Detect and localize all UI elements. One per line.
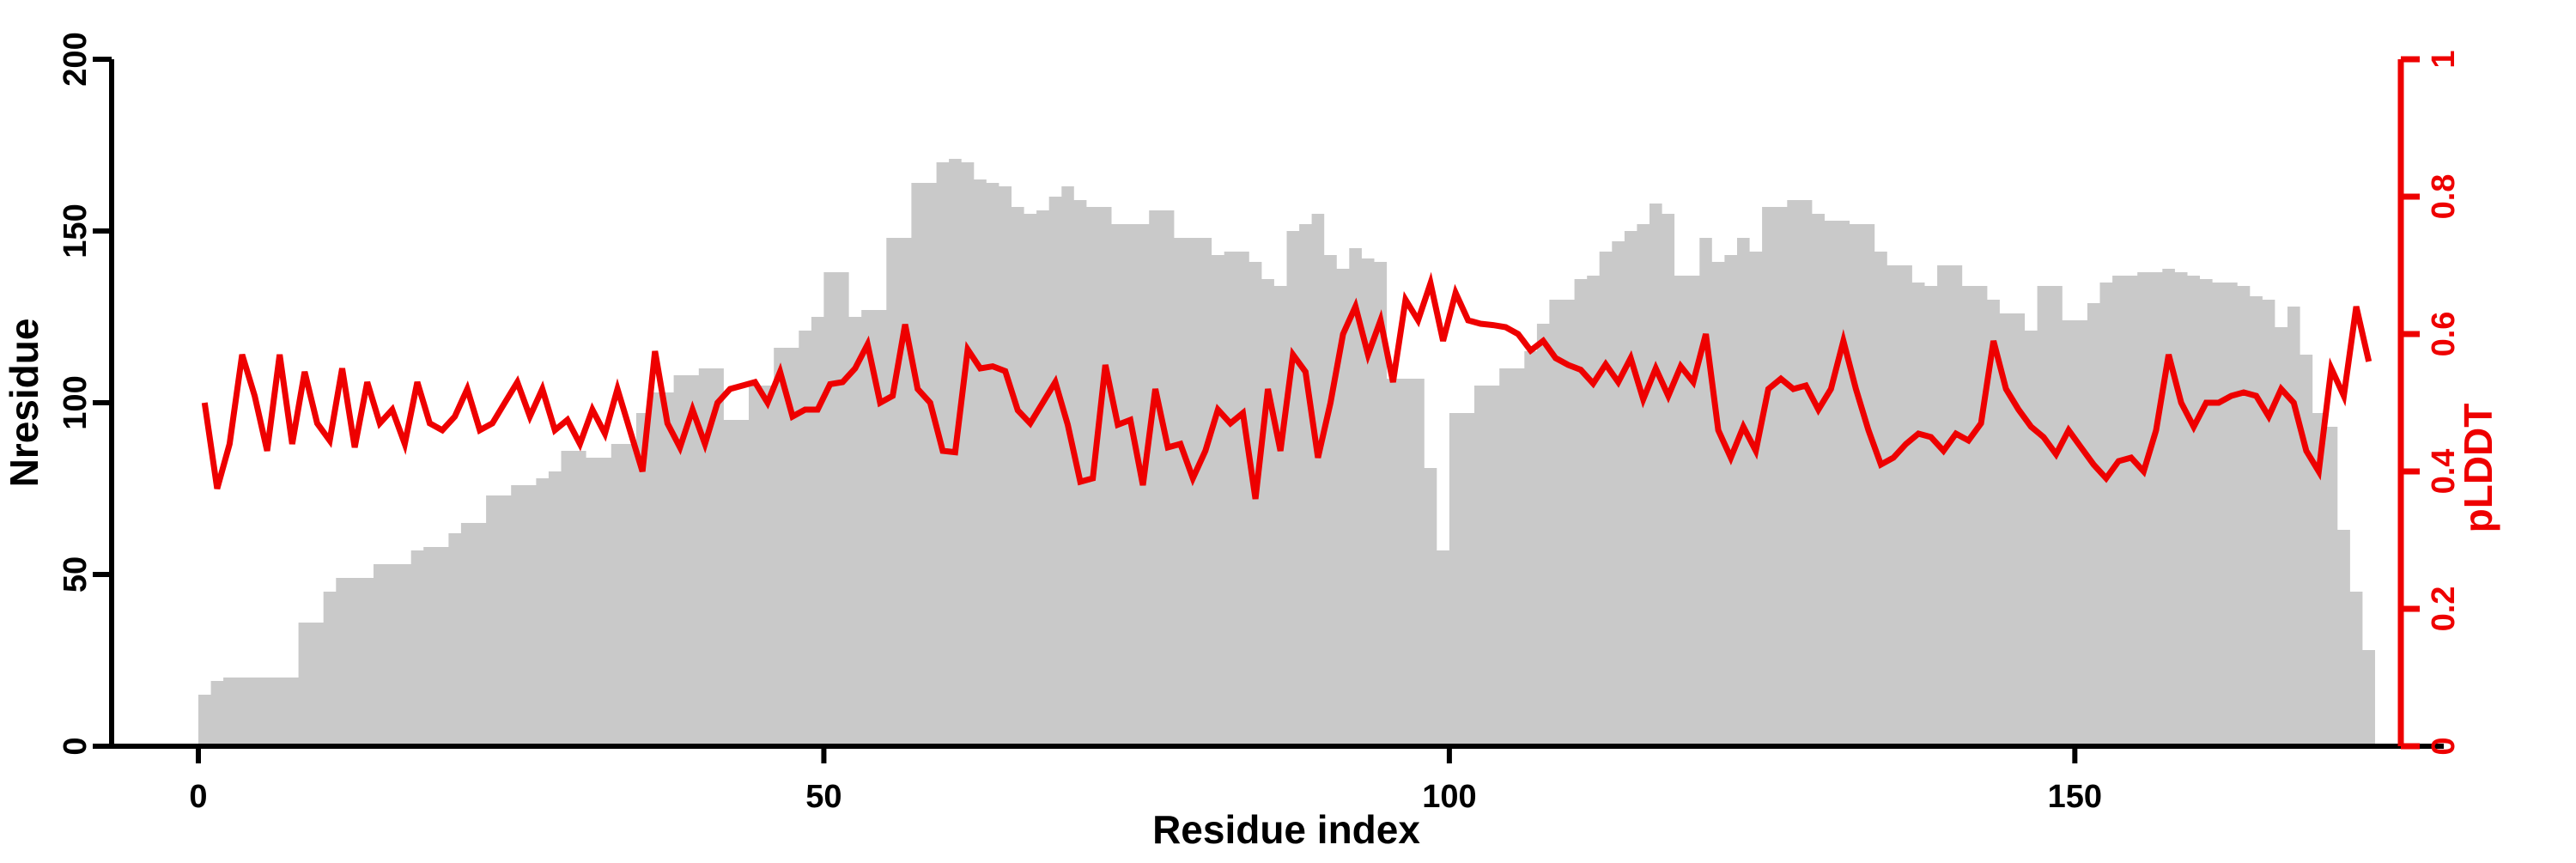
x-tick-label: 150 [2048, 779, 2102, 815]
y-left-tick-label: 200 [58, 32, 94, 86]
y-right-tick-label: 0.8 [2426, 174, 2462, 220]
y-right-tick-label: 0 [2426, 737, 2462, 755]
y-right-tick-label: 0.4 [2426, 449, 2462, 495]
y-left-tick-label: 100 [58, 375, 94, 429]
y-axis-title-right: pLDDT [2456, 404, 2500, 533]
y-left-tick-label: 150 [58, 204, 94, 258]
plddt-line [201, 271, 2372, 500]
y-right-tick-label: 0.6 [2426, 312, 2462, 357]
y-axis-title-left: Nresidue [2, 319, 46, 488]
x-tick-label: 50 [805, 779, 841, 815]
y-left-tick-label: 0 [58, 737, 94, 755]
nresidue-bars-path [198, 159, 2375, 746]
tick-labels: 0 50 100 150 200 0 50 100 150 0 0.2 0.4 0.6 0.8 1 [58, 32, 2462, 815]
x-axis-title: Residue index [1152, 807, 1420, 852]
x-tick-label: 0 [189, 779, 207, 815]
bar-series-nresidue [198, 159, 2375, 746]
x-tick-label: 100 [1422, 779, 1476, 815]
y-left-tick-label: 50 [58, 556, 94, 593]
y-right-tick-label: 0.2 [2426, 586, 2462, 632]
y-right-tick-label: 1 [2426, 50, 2462, 68]
axes [93, 56, 2444, 763]
